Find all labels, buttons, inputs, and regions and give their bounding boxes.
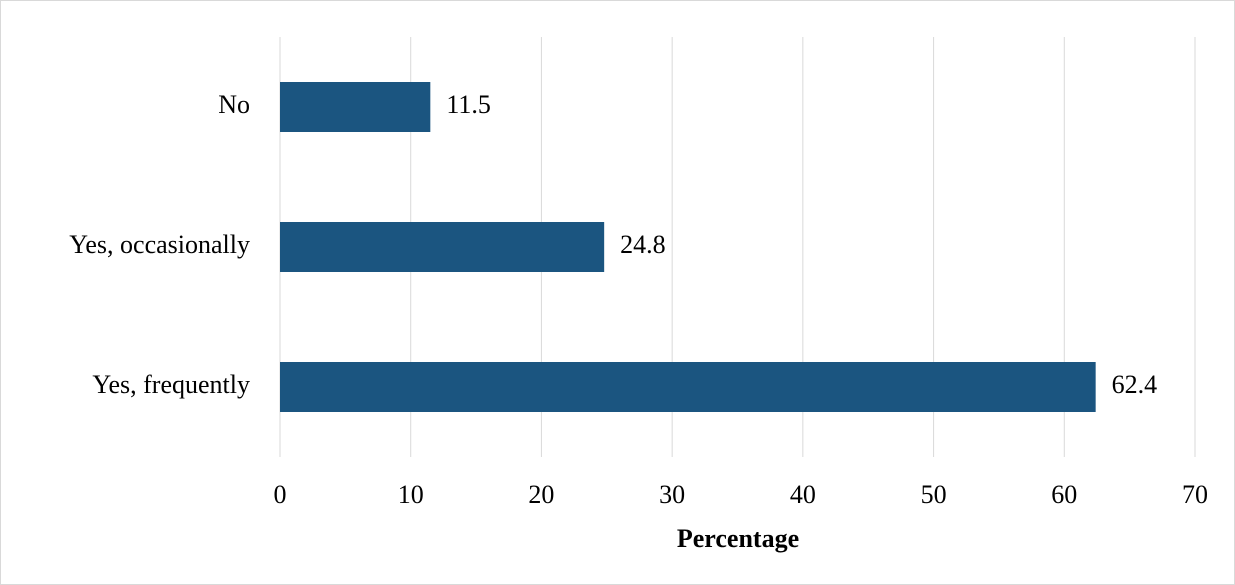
x-axis-title: Percentage (677, 524, 799, 553)
y-tick-label: Yes, frequently (92, 370, 250, 399)
data-label: 24.8 (620, 230, 666, 259)
x-tick-label: 50 (921, 480, 947, 509)
x-tick-label: 60 (1051, 480, 1077, 509)
x-tick-label: 40 (790, 480, 816, 509)
bar (280, 222, 605, 272)
data-label: 11.5 (446, 90, 491, 119)
x-tick-label: 70 (1182, 480, 1208, 509)
x-tick-label: 0 (274, 480, 287, 509)
bar (280, 82, 431, 132)
x-tick-label: 10 (398, 480, 424, 509)
x-tick-label: 20 (528, 480, 554, 509)
bar (280, 362, 1096, 412)
x-tick-label: 30 (659, 480, 685, 509)
data-label: 62.4 (1112, 370, 1158, 399)
y-tick-label: Yes, occasionally (69, 230, 250, 259)
y-tick-label: No (218, 90, 250, 119)
